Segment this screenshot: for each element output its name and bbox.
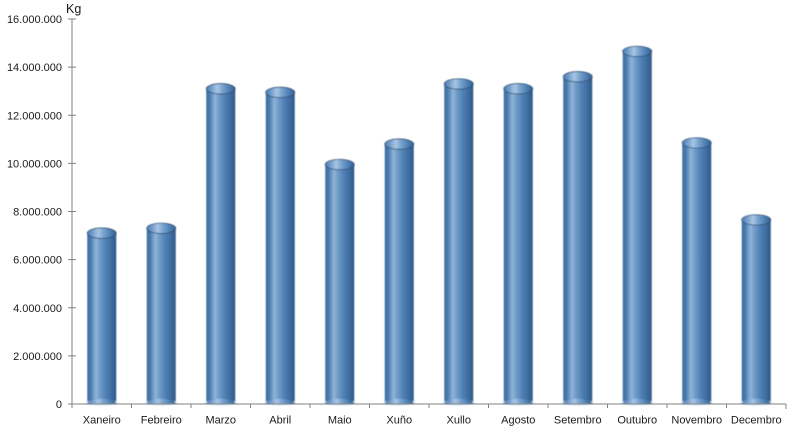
svg-text:2.000.000: 2.000.000 [13, 351, 62, 363]
svg-text:6.000.000: 6.000.000 [13, 255, 62, 267]
svg-text:Maio: Maio [328, 415, 352, 427]
svg-text:Outubro: Outubro [617, 415, 657, 427]
svg-text:Agosto: Agosto [501, 415, 535, 427]
svg-text:Xuño: Xuño [386, 415, 412, 427]
svg-text:8.000.000: 8.000.000 [13, 207, 62, 219]
svg-text:10.000.000: 10.000.000 [7, 158, 62, 170]
svg-text:0: 0 [56, 399, 62, 411]
svg-text:Novembro: Novembro [671, 415, 722, 427]
svg-text:Abril: Abril [269, 415, 291, 427]
svg-text:4.000.000: 4.000.000 [13, 303, 62, 315]
svg-text:Marzo: Marzo [205, 415, 236, 427]
svg-text:Decembro: Decembro [731, 415, 782, 427]
svg-text:Xaneiro: Xaneiro [83, 415, 121, 427]
svg-text:16.000.000: 16.000.000 [7, 14, 62, 26]
svg-text:12.000.000: 12.000.000 [7, 110, 62, 122]
svg-text:Xullo: Xullo [447, 415, 471, 427]
svg-text:14.000.000: 14.000.000 [7, 62, 62, 74]
svg-text:Setembro: Setembro [554, 415, 602, 427]
svg-text:Febreiro: Febreiro [141, 415, 182, 427]
svg-text:Kg: Kg [66, 2, 81, 16]
